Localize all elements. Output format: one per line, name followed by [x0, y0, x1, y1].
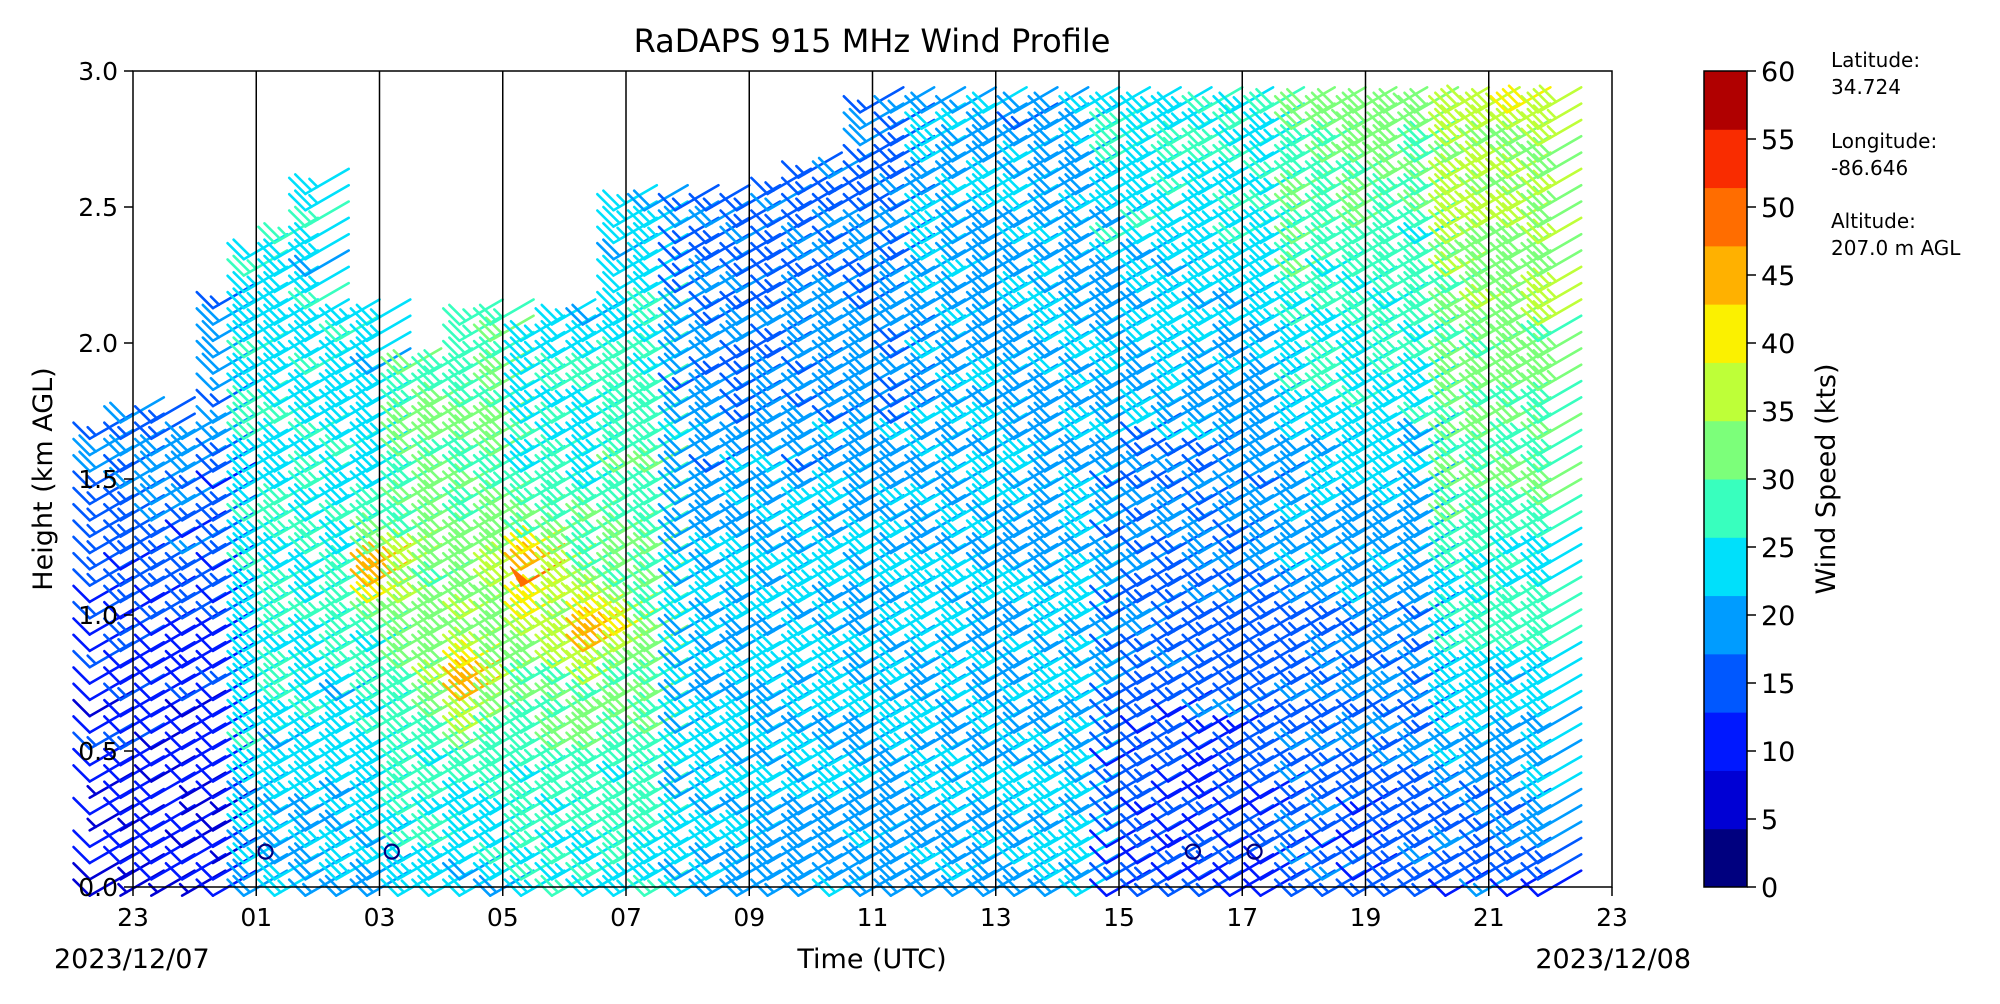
colorbar-segment	[1704, 421, 1747, 480]
end-date-label: 2023/12/08	[1535, 944, 1691, 975]
latitude-label: Latitude:	[1831, 48, 1920, 72]
x-tick-label: 05	[487, 903, 519, 932]
x-tick-label: 19	[1350, 903, 1382, 932]
colorbar-tick-label: 25	[1761, 533, 1795, 564]
colorbar-tick-label: 55	[1761, 125, 1795, 156]
x-tick-label: 23	[117, 903, 149, 932]
x-tick-label: 21	[1473, 903, 1505, 932]
y-tick-label: 3.0	[78, 57, 118, 86]
y-tick-label: 0.5	[78, 737, 118, 766]
colorbar-label: Wind Speed (kts)	[1811, 363, 1842, 594]
x-tick-label: 17	[1226, 903, 1258, 932]
colorbar-tick-label: 50	[1761, 193, 1795, 224]
colorbar-tick-label: 45	[1761, 261, 1795, 292]
colorbar-tick-label: 60	[1761, 57, 1795, 88]
x-tick-label: 11	[857, 903, 889, 932]
colorbar-tick-label: 20	[1761, 601, 1795, 632]
colorbar-segment	[1704, 129, 1747, 188]
y-axis-label: Height (km AGL)	[28, 367, 59, 590]
colorbar-segment	[1704, 188, 1747, 247]
colorbar-tick-label: 15	[1761, 669, 1795, 700]
colorbar-tick-label: 5	[1761, 805, 1778, 836]
y-tick-label: 2.5	[78, 193, 118, 222]
colorbar-ticks: 0 5 10 15 20 25 30 35 40 45 50 55 60	[1747, 57, 1795, 904]
altitude-label: Altitude:	[1831, 209, 1916, 233]
colorbar-segment	[1704, 362, 1747, 421]
colorbar-tick-label: 35	[1761, 397, 1795, 428]
x-tick-label: 23	[1596, 903, 1628, 932]
colorbar-segment	[1704, 654, 1747, 713]
latitude-value: 34.724	[1831, 75, 1901, 99]
x-tick-label: 07	[610, 903, 642, 932]
colorbar-segment	[1704, 712, 1747, 771]
y-tick-label: 1.0	[78, 601, 118, 630]
y-tick-label: 1.5	[78, 465, 118, 494]
colorbar-tick-label: 30	[1761, 465, 1795, 496]
x-tick-label: 09	[733, 903, 765, 932]
chart-title: RaDAPS 915 MHz Wind Profile	[634, 22, 1111, 60]
longitude-value: -86.646	[1831, 156, 1908, 180]
x-tick-label: 03	[364, 903, 396, 932]
colorbar-segment	[1704, 304, 1747, 363]
x-axis-label: Time (UTC)	[796, 944, 946, 975]
x-tick-label: 15	[1103, 903, 1135, 932]
altitude-value: 207.0 m AGL	[1831, 236, 1961, 260]
start-date-label: 2023/12/07	[54, 944, 210, 975]
colorbar-tick-label: 10	[1761, 737, 1795, 768]
colorbar-segment	[1704, 246, 1747, 305]
wind-barbs-layer	[74, 86, 1582, 896]
colorbar-segment	[1704, 479, 1747, 538]
colorbar-segment	[1704, 71, 1747, 130]
site-info: Latitude: 34.724 Longitude: -86.646 Alti…	[1831, 48, 1961, 260]
y-tick-label: 2.0	[78, 329, 118, 358]
colorbar-tick-label: 40	[1761, 329, 1795, 360]
colorbar-segment	[1704, 537, 1747, 596]
x-axis: 23 01 03 05 07 09 11 13 15 17 19 21 23	[117, 887, 1628, 932]
x-tick-label: 13	[980, 903, 1012, 932]
longitude-label: Longitude:	[1831, 129, 1937, 153]
colorbar-tick-label: 0	[1761, 873, 1778, 904]
y-tick-label: 0.0	[78, 873, 118, 902]
colorbar-segment	[1704, 596, 1747, 655]
colorbar-segment	[1704, 829, 1747, 888]
y-axis: 0.0 0.5 1.0 1.5 2.0 2.5 3.0	[78, 57, 133, 902]
x-tick-label: 01	[240, 903, 272, 932]
colorbar	[1704, 71, 1747, 888]
colorbar-segment	[1704, 770, 1747, 829]
